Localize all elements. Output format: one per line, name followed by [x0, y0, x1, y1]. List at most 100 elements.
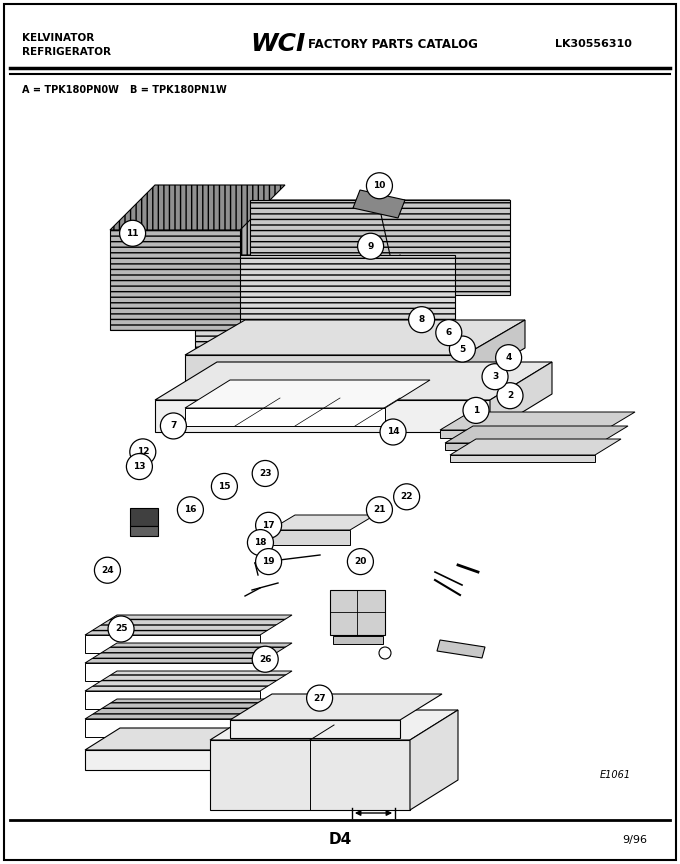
Polygon shape: [85, 719, 260, 737]
Circle shape: [120, 220, 146, 246]
Text: 20: 20: [354, 557, 367, 566]
Polygon shape: [110, 185, 285, 230]
Circle shape: [252, 461, 278, 486]
Polygon shape: [85, 635, 260, 653]
Polygon shape: [85, 728, 305, 750]
Text: 10: 10: [373, 181, 386, 190]
Circle shape: [307, 685, 333, 711]
Circle shape: [449, 336, 475, 362]
Polygon shape: [185, 380, 430, 408]
Text: 18: 18: [254, 538, 267, 547]
Circle shape: [436, 320, 462, 346]
Polygon shape: [110, 230, 240, 330]
Text: 3: 3: [492, 372, 498, 381]
Text: REFRIGERATOR: REFRIGERATOR: [22, 47, 111, 57]
Text: 22: 22: [401, 492, 413, 501]
Polygon shape: [440, 430, 605, 438]
Circle shape: [463, 397, 489, 423]
Polygon shape: [250, 200, 510, 295]
Polygon shape: [230, 694, 442, 720]
Circle shape: [95, 557, 120, 583]
Polygon shape: [195, 200, 510, 255]
Polygon shape: [330, 590, 385, 635]
Text: A = TPK180PN0W: A = TPK180PN0W: [22, 85, 119, 95]
Polygon shape: [445, 426, 628, 443]
Circle shape: [367, 173, 392, 199]
Circle shape: [211, 473, 237, 499]
Polygon shape: [85, 750, 270, 770]
Text: D4: D4: [328, 833, 352, 848]
Text: 6: 6: [445, 328, 452, 337]
Text: 27: 27: [313, 694, 326, 702]
Polygon shape: [130, 526, 158, 536]
Polygon shape: [185, 355, 465, 383]
Polygon shape: [437, 640, 485, 658]
Circle shape: [160, 413, 186, 439]
Text: 13: 13: [133, 462, 146, 471]
Circle shape: [347, 549, 373, 575]
Text: 25: 25: [115, 625, 127, 633]
Text: LK30556310: LK30556310: [555, 39, 632, 49]
Circle shape: [252, 646, 278, 672]
Text: 2: 2: [507, 391, 513, 400]
Polygon shape: [85, 615, 292, 635]
Text: 15: 15: [218, 482, 231, 491]
Text: 24: 24: [101, 566, 114, 575]
Circle shape: [358, 233, 384, 259]
Text: 11: 11: [126, 229, 139, 238]
Text: 21: 21: [373, 505, 386, 514]
Text: WCI: WCI: [250, 32, 305, 56]
Polygon shape: [85, 699, 292, 719]
Circle shape: [177, 497, 203, 523]
Circle shape: [367, 497, 392, 523]
Circle shape: [130, 439, 156, 465]
Polygon shape: [210, 740, 410, 810]
Text: B = TPK180PN1W: B = TPK180PN1W: [130, 85, 226, 95]
Polygon shape: [210, 710, 458, 740]
Polygon shape: [450, 455, 595, 462]
Polygon shape: [410, 710, 458, 810]
Polygon shape: [130, 508, 158, 526]
Circle shape: [409, 307, 435, 333]
Circle shape: [379, 647, 391, 659]
Circle shape: [108, 616, 134, 642]
Circle shape: [126, 454, 152, 480]
Polygon shape: [270, 530, 350, 545]
Polygon shape: [440, 412, 635, 430]
Text: KELVINATOR: KELVINATOR: [22, 33, 95, 43]
Polygon shape: [270, 515, 375, 530]
Circle shape: [394, 484, 420, 510]
Text: 9/96: 9/96: [622, 835, 647, 845]
Polygon shape: [353, 190, 405, 218]
Circle shape: [256, 549, 282, 575]
Circle shape: [256, 512, 282, 538]
Text: 9: 9: [367, 242, 374, 251]
Text: 26: 26: [259, 655, 271, 664]
Polygon shape: [333, 636, 383, 644]
Polygon shape: [450, 439, 621, 455]
Polygon shape: [85, 663, 260, 681]
Polygon shape: [155, 362, 552, 400]
Text: E1061: E1061: [600, 770, 631, 780]
Text: 8: 8: [418, 315, 425, 324]
Text: 5: 5: [459, 345, 466, 353]
Polygon shape: [465, 320, 525, 383]
Polygon shape: [490, 362, 552, 432]
Text: 23: 23: [259, 469, 271, 478]
Text: 7: 7: [170, 422, 177, 430]
Circle shape: [248, 530, 273, 556]
Text: 14: 14: [387, 428, 399, 436]
Polygon shape: [85, 671, 292, 691]
Polygon shape: [155, 400, 490, 432]
Polygon shape: [185, 320, 525, 355]
Text: 12: 12: [137, 448, 149, 456]
Text: 4: 4: [505, 353, 512, 362]
Circle shape: [380, 419, 406, 445]
Polygon shape: [85, 643, 292, 663]
Polygon shape: [230, 720, 400, 738]
Polygon shape: [445, 443, 600, 450]
Polygon shape: [195, 255, 455, 350]
Circle shape: [497, 383, 523, 409]
Text: 17: 17: [262, 521, 275, 530]
Text: 19: 19: [262, 557, 275, 566]
